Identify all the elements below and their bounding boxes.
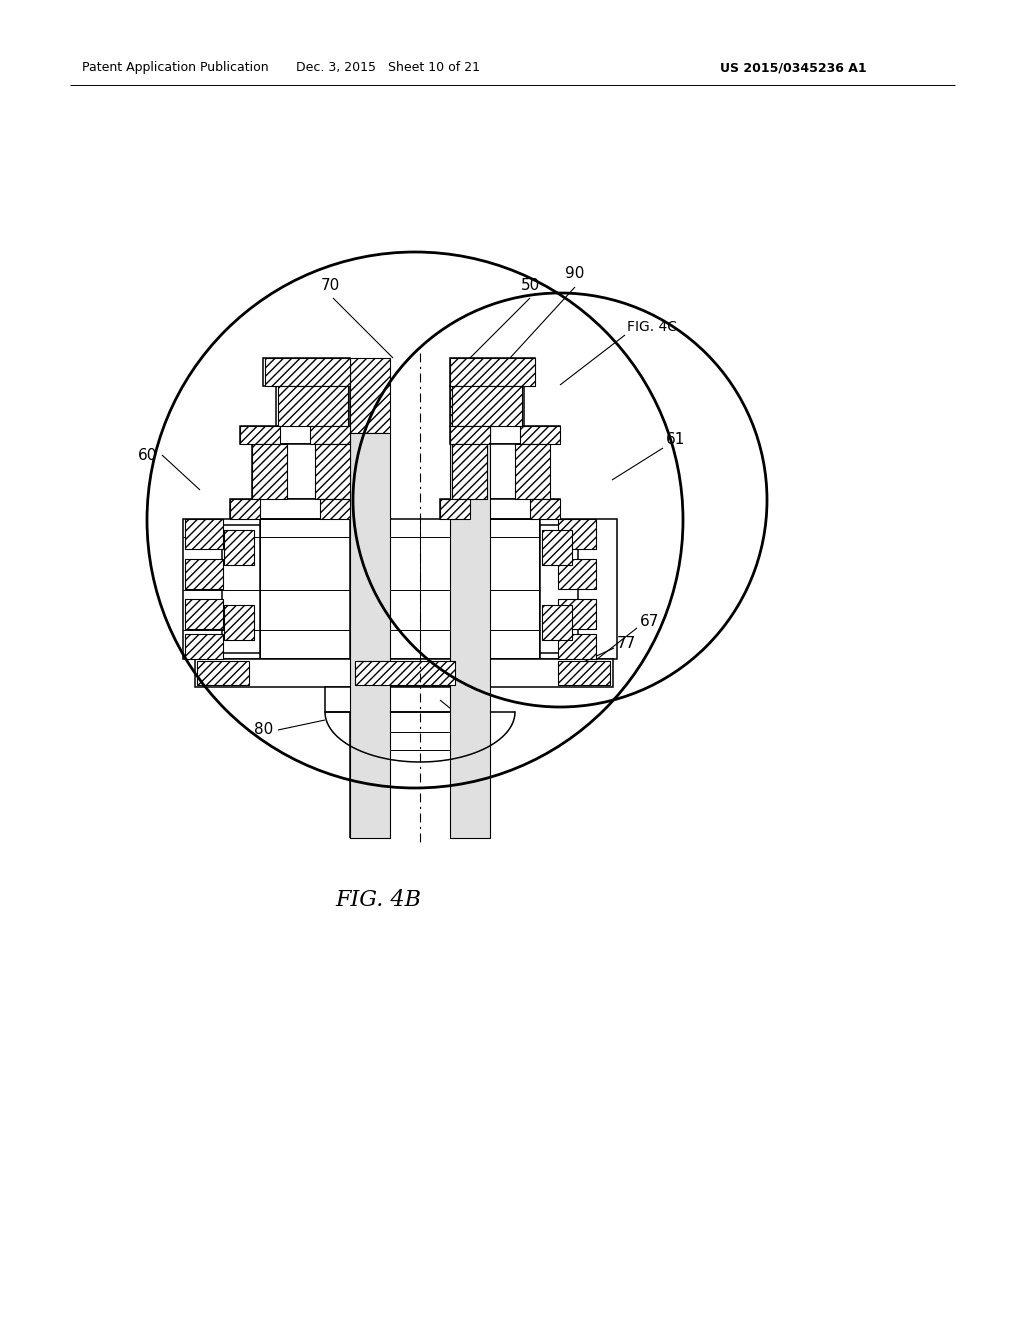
Bar [319,499,350,519]
Text: US 2015/0345236 A1: US 2015/0345236 A1 [720,62,866,74]
Bar [252,444,350,499]
Bar [450,358,535,385]
Text: Patent Application Publication: Patent Application Publication [82,62,268,74]
Bar [195,659,613,686]
Bar [520,426,560,444]
Bar [452,444,550,499]
Bar [183,519,260,659]
Bar [558,661,610,685]
Bar [542,531,572,565]
Text: 70: 70 [321,277,340,293]
Text: 90: 90 [565,267,585,281]
Bar [263,358,350,385]
Bar [197,661,249,685]
Text: 61: 61 [666,433,685,447]
Bar [450,358,535,385]
Bar [230,499,350,519]
Bar [310,426,350,444]
Bar [355,661,455,685]
Bar [452,385,522,426]
Bar [240,426,280,444]
Bar [558,634,596,659]
Text: Dec. 3, 2015   Sheet 10 of 21: Dec. 3, 2015 Sheet 10 of 21 [296,62,480,74]
Bar [325,686,485,711]
Bar [350,358,390,433]
Text: 60: 60 [137,447,157,462]
Bar [450,426,490,444]
Bar [276,385,350,426]
Bar [558,558,596,589]
Bar [350,433,390,838]
Bar [252,444,287,499]
Text: FIG. 4C: FIG. 4C [627,319,677,334]
Bar [530,499,560,519]
Bar [450,358,490,433]
Text: 67: 67 [640,615,659,630]
Bar [440,499,560,519]
Text: 50: 50 [520,277,540,293]
Bar [540,525,578,653]
Bar [558,519,596,549]
Polygon shape [325,711,515,762]
Bar [515,444,550,499]
Bar [450,385,524,426]
Bar [540,519,617,659]
Bar [278,385,348,426]
Text: 80: 80 [254,722,273,738]
Bar [390,358,450,838]
Bar [224,531,254,565]
Bar [558,599,596,630]
Bar [222,525,260,653]
Text: 90: 90 [453,722,472,738]
Bar [230,499,260,519]
Bar [440,499,470,519]
Bar [224,605,254,640]
Bar [185,599,223,630]
Bar [452,444,487,499]
Bar [450,426,560,444]
Bar [185,634,223,659]
Bar [260,519,540,659]
Bar [185,519,223,549]
Text: 77: 77 [617,636,636,652]
Bar [450,433,490,838]
Bar [240,426,350,444]
Bar [265,358,350,385]
Bar [542,605,572,640]
Bar [185,558,223,589]
Bar [315,444,350,499]
Text: FIG. 4B: FIG. 4B [335,888,421,911]
